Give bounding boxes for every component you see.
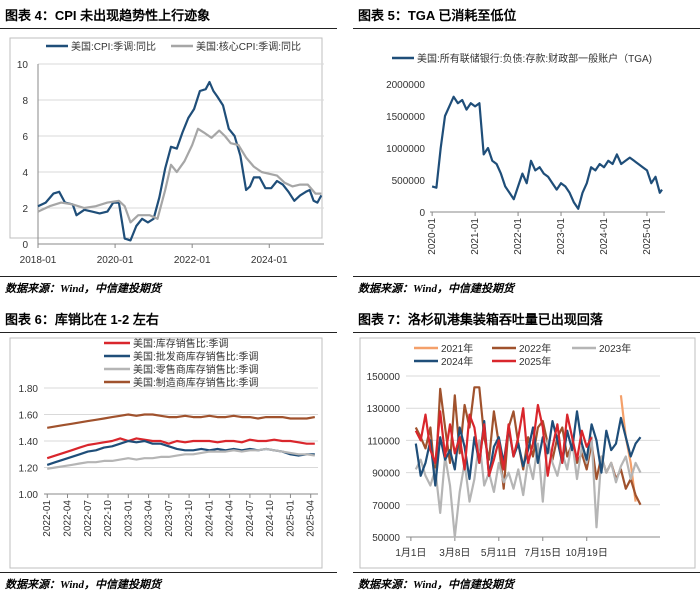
p2-x-tick-label: 2020-01 [427,218,438,255]
p1-legend-label-1: 美国:CPI:季调:同比 [71,40,156,53]
p3-x-tick-label: 2024-04 [225,500,236,537]
p4-series-line-5 [414,403,593,477]
p3-series-line-3 [47,447,315,470]
source-note-p2: 数据来源：Wind，中信建投期货 [358,283,515,295]
p2-y-tick-label: 1500000 [386,112,425,123]
p4-series-line-4 [414,410,642,487]
p3-y-tick-label: 1.00 [19,490,39,501]
p3-y-tick-label: 1.40 [19,437,39,448]
p3-x-tick-label: 2023-01 [123,500,134,537]
title-rule-p2 [353,28,700,29]
p3-y-tick-label: 1.60 [19,411,39,422]
p4-y-tick-label: 50000 [372,533,400,544]
p3-series-line-4 [47,413,315,429]
source-note-p4: 数据来源：Wind，中信建投期货 [358,579,515,591]
p2-y-tick-label: 2000000 [386,80,425,91]
source-note-p3: 数据来源：Wind，中信建投期货 [5,579,162,591]
chart-title-inventory-ratio: 图表 6：库销比在 1-2 左右 [5,312,159,327]
p4-x-tick-label: 5月11日 [481,547,517,559]
p2-y-tick-label: 500000 [392,176,426,187]
p1-series-line-2 [37,127,322,224]
p2-x-tick-label: 2024-01 [599,218,610,255]
p1-x-tick-label: 2018-01 [20,255,57,266]
p3-x-tick-label: 2023-04 [144,500,155,537]
source-rule-p3 [0,572,337,573]
p2-legend-label-1: 美国:所有联储银行:负债:存款:财政部一般账户（TGA) [417,52,652,65]
title-rule-p4 [353,332,700,333]
p1-x-tick-label: 2020-01 [97,255,134,266]
p3-legend-label-3: 美国:零售商库存销售比:季调 [133,363,259,376]
p1-y-tick-label: 10 [17,60,29,71]
p2-y-tick-label: 1000000 [386,144,425,155]
p3-x-tick-label: 2022-10 [103,500,114,537]
source-rule-p2 [353,276,700,277]
source-rule-p1 [0,276,337,277]
p1-y-tick-label: 8 [22,96,28,107]
p4-y-tick-label: 130000 [367,404,401,415]
p1-series-line-1 [37,80,323,242]
title-rule-p1 [0,28,337,29]
p4-y-tick-label: 150000 [367,372,401,383]
p3-legend-label-1: 美国:库存销售比:季调 [133,337,229,350]
p3-x-tick-label: 2024-10 [265,500,276,537]
p4-legend-label-4: 2024年 [441,355,473,368]
p3-x-tick-label: 2022-07 [83,500,94,537]
p1-legend-label-2: 美国:核心CPI:季调:同比 [196,40,301,53]
p3-y-tick-label: 1.80 [19,384,39,395]
p3-x-tick-label: 2023-10 [184,500,195,537]
p4-y-tick-label: 70000 [372,501,400,512]
p2-x-tick-label: 2022-01 [513,218,524,255]
p4-y-tick-label: 90000 [372,469,400,480]
p1-chart-frame [9,37,323,239]
p4-x-tick-label: 10月19日 [566,547,608,559]
p4-y-tick-label: 110000 [367,436,400,447]
p3-series-line-1 [46,437,315,460]
p3-chart-frame [9,337,323,569]
source-note-p1: 数据来源：Wind，中信建投期货 [5,283,162,295]
p3-x-tick-label: 2024-07 [245,500,256,537]
p3-y-tick-label: 1.20 [19,464,39,475]
p4-legend-label-3: 2023年 [599,342,631,355]
p1-y-tick-label: 4 [22,168,28,179]
source-rule-p4 [353,572,700,573]
p1-y-tick-label: 2 [22,204,28,215]
p4-legend-label-2: 2022年 [519,342,551,355]
p3-x-tick-label: 2024-01 [204,500,215,537]
p3-x-tick-label: 2025-04 [306,500,317,537]
p3-x-tick-label: 2025-01 [285,500,296,537]
p4-x-tick-label: 1月1日 [395,547,426,559]
chart-title-la-port: 图表 7：洛杉矶港集装箱吞吐量已出现回落 [358,312,603,327]
p3-x-tick-label: 2022-04 [63,500,74,537]
p2-x-tick-label: 2025-01 [642,218,653,255]
p2-x-tick-label: 2023-01 [556,218,567,255]
p1-y-tick-label: 0 [22,240,28,251]
p4-legend-label-1: 2021年 [441,342,473,355]
p3-x-tick-label: 2023-07 [164,500,175,537]
p1-x-tick-label: 2024-01 [251,255,288,266]
p4-x-tick-label: 7月15日 [524,547,561,559]
p1-x-tick-label: 2022-01 [174,255,211,266]
p3-legend-label-4: 美国:制造商库存销售比:季调 [133,376,259,389]
p3-x-tick-label: 2022-01 [42,500,53,537]
p4-legend-label-5: 2025年 [519,355,551,368]
title-rule-p3 [0,332,337,333]
chart-title-cpi: 图表 4：CPI 未出现趋势性上行迹象 [5,8,211,23]
chart-title-tga: 图表 5：TGA 已消耗至低位 [358,8,517,23]
p4-chart-frame [359,337,696,569]
p3-legend-label-2: 美国:批发商库存销售比:季调 [133,350,259,363]
p2-series-line-1 [431,95,663,210]
p2-y-tick-label: 0 [419,208,425,219]
p4-x-tick-label: 3月8日 [439,547,470,559]
p2-x-tick-label: 2021-01 [470,218,481,255]
p1-y-tick-label: 6 [22,132,28,143]
